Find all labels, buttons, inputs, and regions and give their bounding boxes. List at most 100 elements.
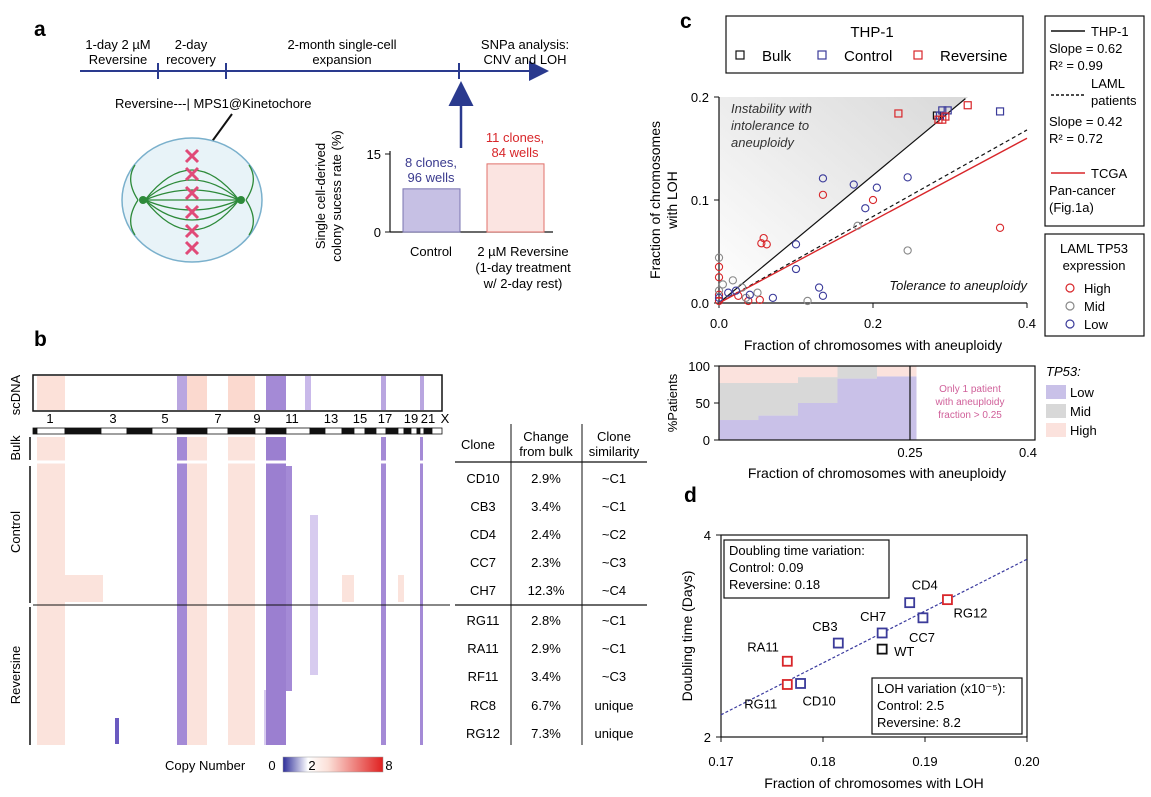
header-change-line2: from bulk [519, 444, 573, 459]
stack-segments [719, 366, 917, 440]
laml-point-low [768, 293, 778, 302]
clone-point [832, 637, 844, 649]
scdna-loss-chr17 [381, 376, 386, 410]
laml-point-low [731, 286, 741, 295]
copy-number-legend: Copy Number 0 2 8 [165, 756, 393, 773]
y-axis-label-line1: Single cell-derived [313, 143, 328, 249]
y-tick-label: 0.2 [691, 90, 709, 105]
bar-reversine-label: 2 µM Reversine [477, 244, 568, 259]
laml-point-high [714, 273, 724, 282]
y-tick-label-0: 0 [374, 225, 381, 240]
x-tick-label: 0.0 [710, 316, 728, 331]
fit-legend-thp1-3: R² = 0.99 [1049, 58, 1103, 73]
y-axis-label: Doubling time (Days) [679, 571, 695, 702]
fit-legend-tcga-2: Pan-cancer [1049, 183, 1116, 198]
clone-similarity: ~C4 [602, 583, 626, 598]
ideogram-segment [324, 427, 343, 435]
y-tick-label: 4 [704, 528, 711, 543]
fit-legend-laml-2: patients [1091, 93, 1137, 108]
thp1-legend: THP-1 Bulk Control Reversine [725, 15, 1024, 74]
tp53-legend-marker-low [1065, 319, 1075, 329]
centrosome-right [237, 196, 245, 204]
loh-box-frame [871, 677, 1023, 735]
fit-line-thp1 [718, 98, 966, 304]
scdna-loss-chr12 [305, 376, 311, 410]
stack-note-1: Only 1 patient [939, 384, 1001, 395]
clone-point [904, 597, 916, 609]
loh-line1: LOH variation (x10⁻⁵): [877, 681, 1006, 696]
stack-segment-mid [758, 383, 798, 416]
fit-legend-tcga-3: (Fig.1a) [1049, 200, 1094, 215]
legend-label-control: Control [844, 48, 892, 65]
x-tick-label-025: 0.25 [897, 445, 922, 460]
clone-similarity: ~C3 [602, 669, 626, 684]
clone-change: 6.7% [531, 698, 561, 713]
ideogram-segment [206, 427, 229, 435]
stack-segment-high [719, 366, 759, 384]
ideogram-segment [423, 427, 433, 435]
legend-label-bulk: Bulk [762, 48, 792, 65]
gain-band-chr9 [228, 437, 255, 745]
clone-name: RF11 [468, 669, 499, 684]
y-tick-label-15: 15 [367, 147, 381, 162]
scdna-track [32, 374, 443, 412]
ideogram-segment [353, 427, 366, 435]
bar-reversine-annot-line2: 84 wells [492, 145, 539, 160]
chromosomes [184, 148, 200, 256]
laml-point-high [714, 296, 724, 306]
clone-name: CB3 [470, 499, 495, 514]
stack-legend-low: Low [1070, 385, 1094, 400]
stack-legend-high: High [1070, 423, 1097, 438]
x-tick-label-04: 0.4 [1019, 445, 1037, 460]
legend-marker-control [817, 50, 827, 60]
chromosome-ideogram [32, 427, 443, 435]
laml-point-mid [853, 221, 862, 230]
x-axis-label: Fraction of chromosomes with LOH [764, 775, 983, 791]
legend-tick-0: 0 [268, 758, 275, 773]
clone-name: CD10 [466, 471, 499, 486]
panel-label-d: d [684, 484, 697, 507]
ch7-gain-chr2 [65, 575, 103, 602]
fit-legend-frame [1044, 15, 1145, 227]
tp53-legend-title-1: LAML TP53 [1060, 241, 1128, 256]
laml-point-high [868, 195, 878, 205]
clone-name: CH7 [470, 583, 496, 598]
clone-change: 2.9% [531, 641, 561, 656]
chr-label-17: 17 [378, 411, 392, 426]
panel-b: b scDNA 1 3 5 7 9 11 13 15 17 19 21 [8, 328, 647, 773]
tp53-legend-mid: Mid [1084, 299, 1105, 314]
legend-label-reversine: Reversine [940, 48, 1008, 65]
ideogram-segment [151, 427, 178, 435]
loss-band-chr12 [286, 466, 292, 691]
ideogram-segment [403, 427, 412, 435]
chr-label-11: 11 [285, 411, 299, 426]
timeline-step-1-line1: 1-day 2 µM [85, 37, 150, 52]
bar-control-annot-line2: 96 wells [408, 170, 455, 185]
loss-band-chr21 [420, 437, 423, 745]
clone-point-label: RA11 [747, 639, 779, 654]
annotation-tolerance: Tolerance to aneuploidy [889, 278, 1028, 293]
laml-point-high [734, 291, 743, 300]
chr-label-15: 15 [353, 411, 367, 426]
scdna-gain-chr9 [228, 376, 255, 410]
legend-marker-bulk [735, 50, 745, 60]
stack-segment-mid [798, 377, 838, 403]
tp53-legend-high: High [1084, 281, 1111, 296]
thp1-point-reversine [941, 112, 950, 121]
clone-name: CC7 [470, 555, 496, 570]
timeline: 1-day 2 µM Reversine 2-day recovery 2-mo… [80, 37, 569, 148]
x-tick-label: 0.20 [1014, 754, 1039, 769]
clone-point [942, 594, 953, 606]
legend-gradient [282, 756, 384, 773]
stack-segment-low [798, 403, 838, 440]
bar-reversine [486, 163, 545, 233]
variation-box: Doubling time variation: Control: 0.09 R… [723, 539, 890, 599]
ideogram-segment [385, 427, 399, 435]
cnv-heatmap: Bulk Control Reversine [8, 435, 450, 745]
fit-lines [718, 98, 1028, 304]
stack-segment-high [798, 366, 838, 378]
scdna-gain-chr1 [37, 376, 65, 410]
laml-point-mid [903, 246, 912, 255]
legend-marker-reversine [913, 50, 923, 60]
